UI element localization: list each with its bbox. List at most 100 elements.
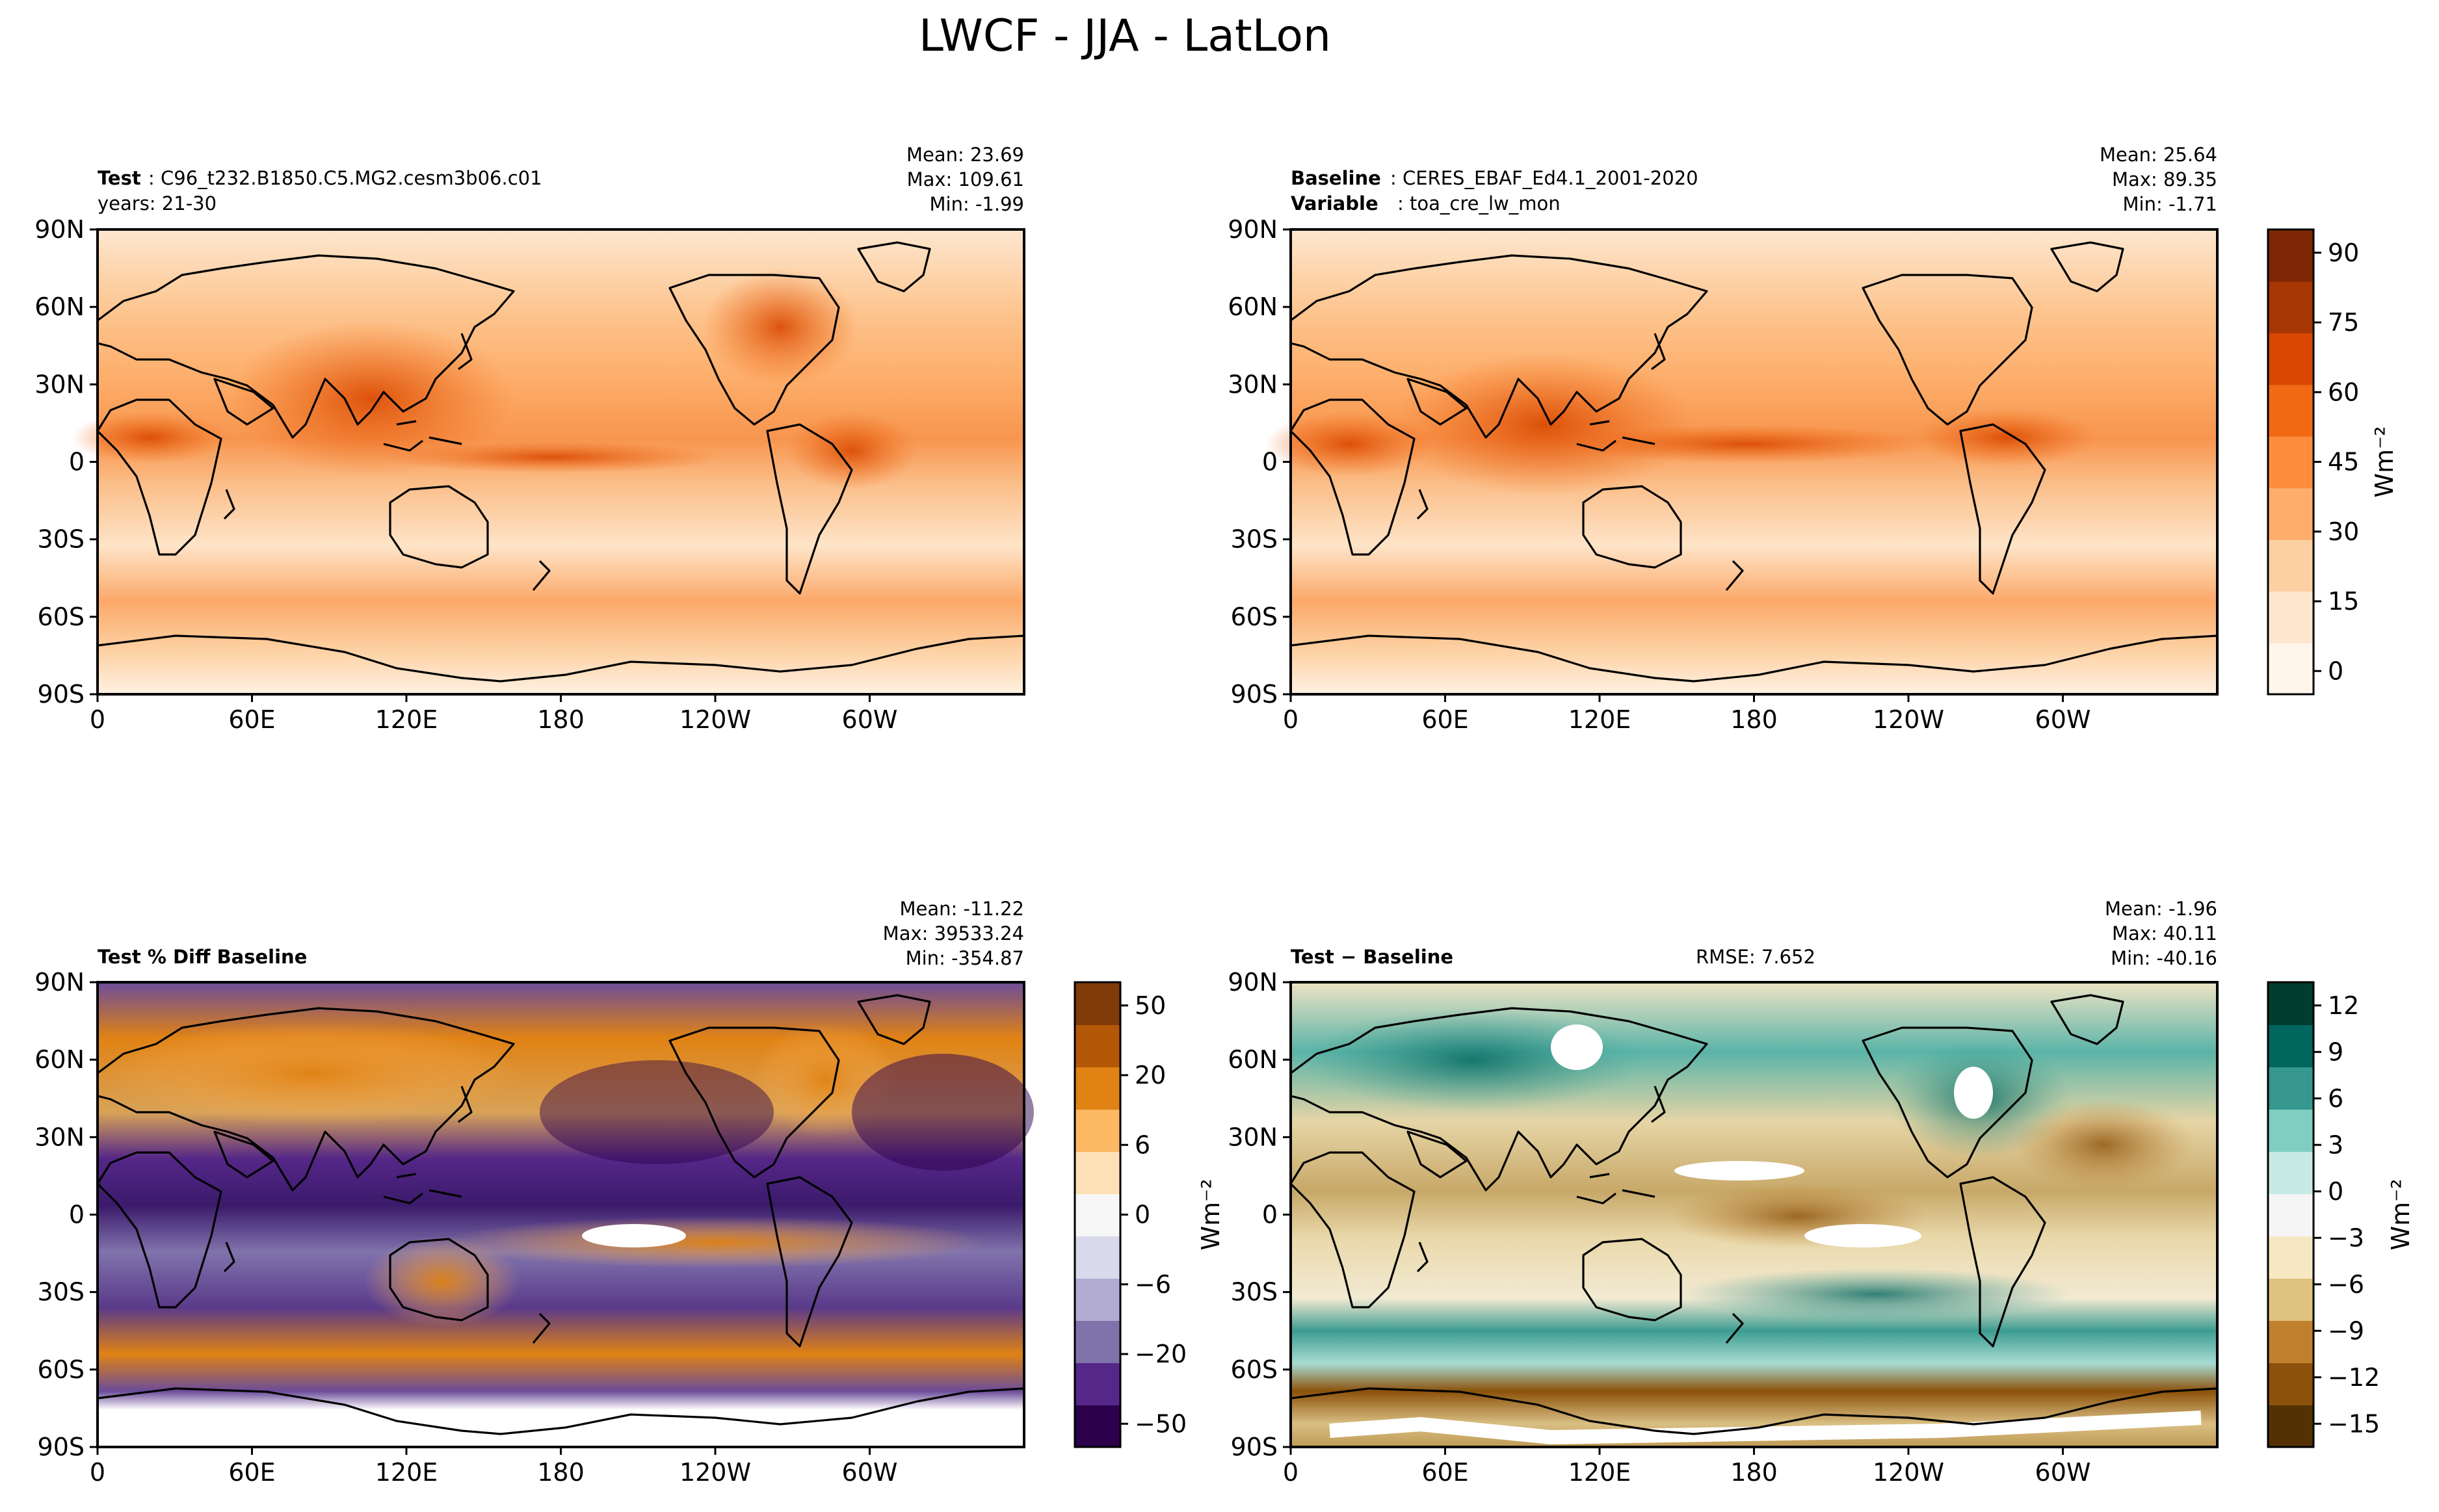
x-tick-label: 60W bbox=[2035, 705, 2091, 734]
pctdiff-map bbox=[96, 981, 1034, 1448]
colorbar-tick-label: 6 bbox=[1135, 1130, 1150, 1159]
y-tick-label: 60S bbox=[38, 603, 85, 631]
y-tick-label: 30N bbox=[34, 1123, 85, 1151]
pctdiff-label-bold: Test % Diff Baseline bbox=[98, 946, 307, 968]
baseline-mean: Mean: 25.64 bbox=[2100, 144, 2217, 166]
baseline-min: Min: -1.71 bbox=[2123, 193, 2217, 215]
colorbar-tick-label: 75 bbox=[2328, 308, 2359, 337]
pctdiff-mean: Mean: -11.22 bbox=[900, 898, 1025, 920]
x-tick-label: 120W bbox=[679, 705, 751, 734]
y-tick-label: 90N bbox=[34, 215, 85, 244]
colorbar-tick-label: −12 bbox=[2328, 1363, 2380, 1392]
x-tick-label: 120W bbox=[1873, 1458, 1944, 1487]
colorbar-swatch bbox=[1075, 1024, 1120, 1067]
x-tick-label: 120E bbox=[1568, 1458, 1631, 1487]
colorbar-swatch bbox=[1075, 1067, 1120, 1110]
x-tick-label: 180 bbox=[1730, 1458, 1778, 1487]
colorbar-swatch bbox=[2268, 488, 2314, 540]
y-tick-label: 30S bbox=[1231, 1278, 1278, 1307]
colorbar-swatch bbox=[1075, 1362, 1120, 1405]
baseline-max: Max: 89.35 bbox=[2112, 168, 2217, 190]
x-tick-label: 180 bbox=[537, 705, 585, 734]
test-mean: Mean: 23.69 bbox=[906, 144, 1024, 166]
colorbar-swatch bbox=[1075, 1278, 1120, 1321]
colorbar-tick-label: 0 bbox=[1135, 1201, 1150, 1229]
y-tick-label: 30S bbox=[38, 1278, 85, 1307]
colorbar-tick-label: −6 bbox=[1135, 1270, 1171, 1299]
x-tick-label: 180 bbox=[537, 1458, 585, 1487]
test-label: : C96_t232.B1850.C5.MG2.cesm3b06.c01 bbox=[148, 167, 542, 189]
colorbar-swatch bbox=[1075, 1109, 1120, 1152]
test-label-bold: Test bbox=[98, 167, 141, 189]
pctdiff-axes: 0 60E 120E 180 120W 60W 90N 60N 30N 0 30S 60S 90S bbox=[34, 968, 897, 1487]
colorbar-swatch bbox=[1075, 1151, 1120, 1194]
x-tick-label: 60W bbox=[2035, 1458, 2091, 1487]
baseline-axes: 0 60E 120E 180 120W 60W 90N 60N 30N 0 30S 60S 90S bbox=[1228, 215, 2090, 734]
y-tick-label: 30N bbox=[1228, 1123, 1278, 1151]
figure-title: LWCF - JJA - LatLon bbox=[919, 10, 1331, 62]
y-tick-label: 90S bbox=[1231, 1433, 1278, 1461]
colorbar-swatch bbox=[1075, 1320, 1120, 1363]
colorbar-tick-label: 20 bbox=[1135, 1061, 1166, 1089]
colorbar-tick-label: 12 bbox=[2328, 991, 2359, 1020]
x-tick-label: 120W bbox=[1873, 705, 1944, 734]
colorbar-swatch bbox=[2268, 982, 2314, 1025]
colorbar-swatch bbox=[2268, 1236, 2314, 1279]
x-tick-label: 60E bbox=[1421, 1458, 1468, 1487]
y-tick-label: 90S bbox=[38, 1433, 85, 1461]
y-tick-label: 60S bbox=[1231, 1355, 1278, 1384]
colorbar-label: Wm⁻² bbox=[1196, 1179, 1225, 1251]
colorbar-swatch bbox=[2268, 1405, 2314, 1448]
colorbar-tick-label: 60 bbox=[2328, 378, 2359, 406]
baseline-label: : CERES_EBAF_Ed4.1_2001-2020 bbox=[1390, 167, 1698, 189]
y-tick-label: 60S bbox=[1231, 603, 1278, 631]
y-tick-label: 30N bbox=[1228, 370, 1278, 398]
x-tick-label: 60W bbox=[842, 705, 898, 734]
diff-mean: Mean: -1.96 bbox=[2105, 898, 2217, 920]
test-map bbox=[72, 228, 1025, 696]
y-tick-label: 60S bbox=[38, 1355, 85, 1384]
colorbar-tick-label: −9 bbox=[2328, 1316, 2364, 1345]
panel-diff: Test − Baseline RMSE: 7.652 Mean: -1.96 … bbox=[1289, 898, 2219, 1448]
y-tick-label: 90S bbox=[38, 680, 85, 709]
x-tick-label: 0 bbox=[1283, 1458, 1299, 1487]
colorbar-swatch bbox=[2268, 1151, 2314, 1194]
colorbar-tick-label: 3 bbox=[2328, 1130, 2343, 1159]
y-tick-label: 30N bbox=[34, 370, 85, 398]
diff-axes: 0 60E 120E 180 120W 60W 90N 60N 30N 0 30S 60S 90S bbox=[1228, 968, 2090, 1487]
x-tick-label: 120E bbox=[375, 705, 438, 734]
diff-min: Min: -40.16 bbox=[2111, 947, 2217, 969]
colorbar-swatch bbox=[2268, 1024, 2314, 1067]
colorbar-tick-label: 90 bbox=[2328, 239, 2359, 267]
colorbar-swatch bbox=[2268, 384, 2314, 437]
x-tick-label: 60E bbox=[228, 705, 275, 734]
pctdiff-max: Max: 39533.24 bbox=[883, 922, 1024, 945]
colorbar-tick-label: 6 bbox=[2328, 1084, 2343, 1113]
colorbar-swatch bbox=[2268, 642, 2314, 695]
panel-baseline: Baseline : CERES_EBAF_Ed4.1_2001-2020 Va… bbox=[1265, 144, 2219, 696]
baseline-var-bold: Variable bbox=[1291, 192, 1378, 215]
y-tick-label: 0 bbox=[1262, 448, 1278, 476]
colorbar-swatch bbox=[2268, 332, 2314, 385]
colorbar-swatch bbox=[2268, 1109, 2314, 1152]
y-tick-label: 90N bbox=[1228, 968, 1278, 997]
diff-colorbar: 12 9 6 3 0 −3 −6 −9 −12 −15 Wm⁻² bbox=[2267, 981, 2415, 1448]
colorbar-swatch bbox=[1075, 1193, 1120, 1236]
colorbar-tick-label: −50 bbox=[1135, 1409, 1187, 1438]
diff-max: Max: 40.11 bbox=[2112, 922, 2217, 945]
diff-map bbox=[1289, 981, 2219, 1448]
y-tick-label: 60N bbox=[34, 293, 85, 321]
colorbar-swatch bbox=[2268, 281, 2314, 333]
pct-colorbar: 50 20 6 0 −6 −20 −50 Wm⁻² bbox=[1074, 981, 1225, 1448]
test-years: years: 21-30 bbox=[98, 192, 217, 215]
colorbar-swatch bbox=[2268, 539, 2314, 592]
colorbar-swatch bbox=[2268, 591, 2314, 644]
colorbar-tick-label: −20 bbox=[1135, 1340, 1187, 1368]
y-tick-label: 90S bbox=[1231, 680, 1278, 709]
colorbar-tick-label: 0 bbox=[2328, 1177, 2343, 1206]
colorbar-tick-label: 9 bbox=[2328, 1037, 2343, 1066]
colorbar-swatch bbox=[1075, 982, 1120, 1025]
colorbar-tick-label: 30 bbox=[2328, 517, 2359, 546]
x-tick-label: 60E bbox=[1421, 705, 1468, 734]
